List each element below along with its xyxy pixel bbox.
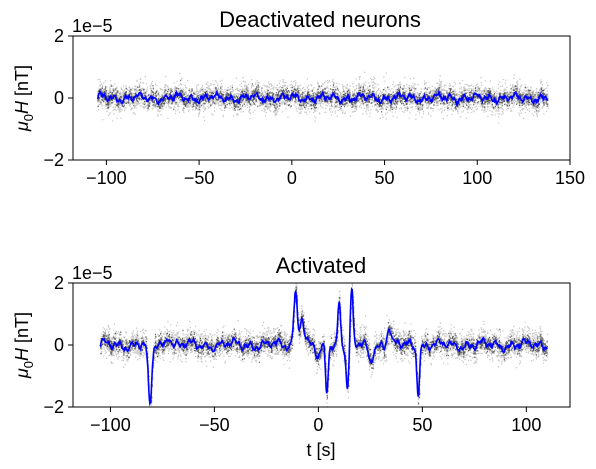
y-tick-label: 0 [54, 88, 64, 108]
y-offset-label: 1e−5 [72, 263, 113, 283]
x-tick-label: 50 [412, 415, 432, 435]
chart-title: Activated [276, 253, 367, 278]
x-axis-label: t [s] [306, 440, 335, 460]
x-tick-label: −100 [90, 415, 131, 435]
y-axis-label-text: μ0H [nT] [12, 65, 36, 132]
axis-ticks: −100 −50 0 50 100 −2 0 2 [43, 273, 541, 435]
x-tick-label: 150 [555, 168, 585, 188]
plot-marks [99, 283, 549, 407]
smoothed-series-line [99, 286, 548, 407]
y-tick-label: 2 [54, 26, 64, 46]
plot-area [96, 71, 549, 124]
y-tick-label: −2 [43, 397, 64, 417]
x-tick-label: −50 [184, 168, 215, 188]
chart-title: Deactivated neurons [219, 7, 421, 32]
axis-ticks: −100 −50 0 50 100 150 −2 0 2 [43, 26, 585, 188]
plot-marks [96, 71, 549, 124]
y-tick-label: 2 [54, 273, 64, 293]
y-tick-label: 0 [54, 335, 64, 355]
plot-area [99, 283, 549, 407]
y-axis-label-text: μ0H [nT] [12, 312, 36, 379]
x-tick-label: 100 [462, 168, 492, 188]
y-axis-label: μ0H [nT] [12, 312, 36, 379]
y-offset-label: 1e−5 [72, 16, 113, 36]
y-axis-label: μ0H [nT] [12, 65, 36, 132]
x-tick-label: 0 [287, 168, 297, 188]
x-tick-label: 0 [313, 415, 323, 435]
smoothed-series-line [96, 88, 549, 108]
y-tick-label: −2 [43, 150, 64, 170]
chart-deactivated: Deactivated neurons 1e−5 μ0H [nT] −100 −5… [12, 7, 585, 188]
x-tick-label: 50 [375, 168, 395, 188]
chart-activated: Activated 1e−5 μ0H [nT] t [s] −100 −50 0 50… [12, 253, 571, 460]
x-tick-label: −50 [199, 415, 230, 435]
x-tick-label: −100 [86, 168, 127, 188]
x-tick-label: 100 [511, 415, 541, 435]
